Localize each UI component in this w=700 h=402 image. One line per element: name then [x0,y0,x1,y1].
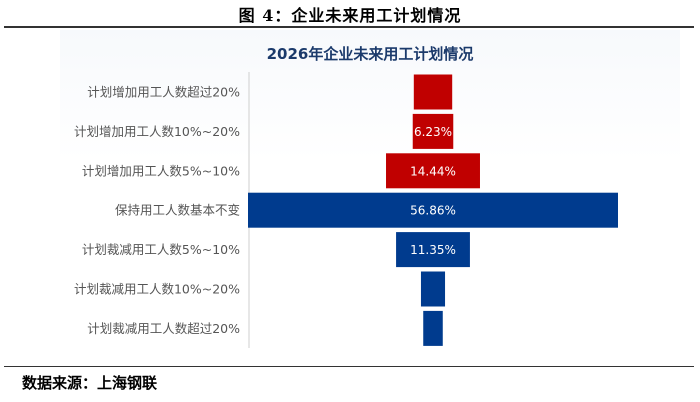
bar [248,192,618,228]
bar [420,271,446,307]
category-label: 计划增加用工人数10%~20% [74,124,240,139]
source-note: 数据来源：上海钢联 [22,374,158,392]
top-rule [4,26,694,28]
bar [423,310,443,346]
bar [413,74,453,110]
category-label: 计划增加用工人数5%~10% [82,163,240,178]
category-label: 计划裁减用工人数5%~10% [82,242,240,257]
chart-title: 2026年企业未来用工计划情况 [267,45,474,63]
bottom-rule [4,366,694,367]
bar [396,232,470,268]
category-label: 计划裁减用工人数超过20% [87,321,240,336]
bar [412,113,454,149]
data-label: 56.86% [410,204,456,218]
bar [386,153,480,189]
data-label: 6.23% [414,125,452,139]
category-label: 计划裁减用工人数10%~20% [74,282,240,297]
category-label: 计划增加用工人数超过20% [87,85,240,100]
data-label: 11.35% [410,243,456,257]
category-label: 保持用工人数基本不变 [115,203,240,218]
data-label: 14.44% [410,164,456,178]
figure-title: 图 4：企业未来用工计划情况 [238,6,462,25]
